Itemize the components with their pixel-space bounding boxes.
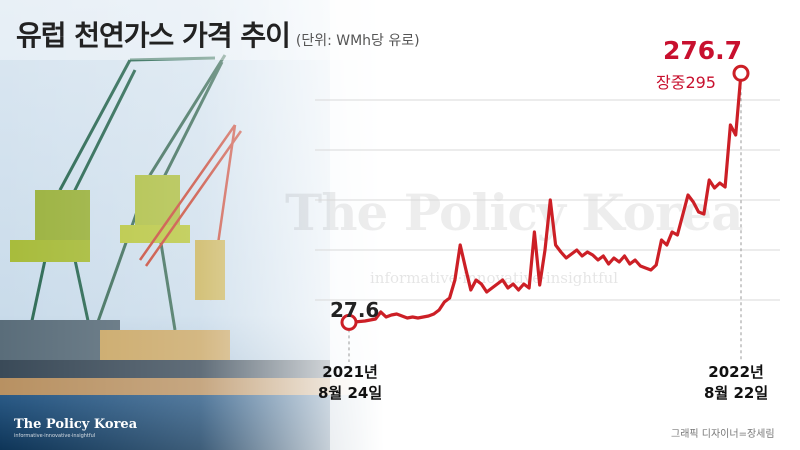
title-text: 유럽 천연가스 가격 추이 <box>16 19 291 52</box>
end-point-marker <box>732 64 750 82</box>
start-point-marker <box>340 313 358 331</box>
watermark-tagline: informative·innovative·insightful <box>370 269 619 287</box>
chart-title: 유럽 천연가스 가격 추이 (단위: WMh당 유로) <box>16 14 420 54</box>
intraday-note-label: 장중295 <box>656 73 716 92</box>
watermark: The Policy Korea <box>285 183 744 242</box>
start-value-label: 27.6 <box>330 298 380 322</box>
end-date-day: 8월 22일 <box>704 384 769 402</box>
end-value-label: 276.7 <box>663 36 743 65</box>
series-line <box>347 71 743 324</box>
brand-tagline: informative·innovative·insightful <box>14 433 96 439</box>
brand-logo: The Policy Korea <box>14 417 138 432</box>
unit-label: (단위: WMh당 유로) <box>295 33 420 49</box>
end-date-year: 2022년 <box>708 363 764 381</box>
designer-credit: 그래픽 디자이너=장세림 <box>671 429 775 440</box>
grid-lines <box>315 99 780 301</box>
start-date-year: 2021년 <box>322 363 378 381</box>
start-date-label: 2021년 8월 24일 <box>318 362 382 404</box>
start-date-day: 8월 24일 <box>318 384 383 402</box>
end-date-label: 2022년 8월 22일 <box>704 362 768 404</box>
